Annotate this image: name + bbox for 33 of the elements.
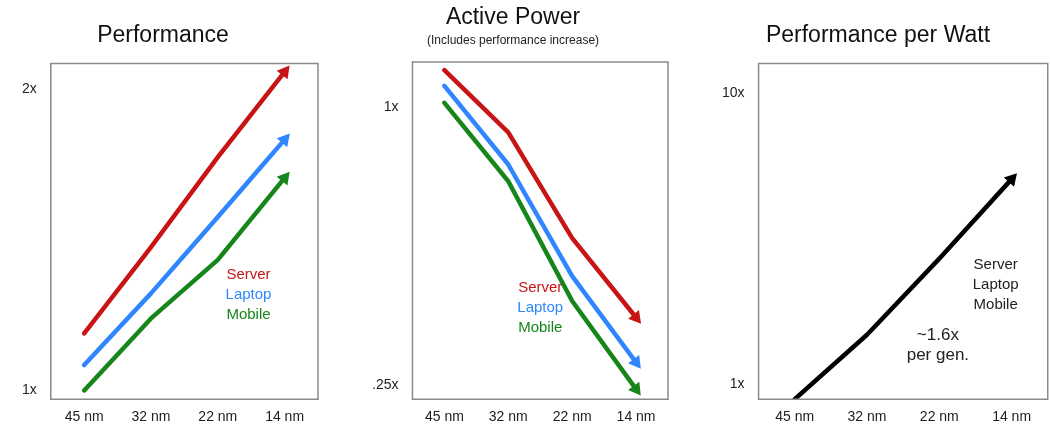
x-tick-label: 32 nm	[847, 408, 887, 425]
chart-subtitle: (Includes performance increase)	[426, 33, 600, 48]
x-tick-label: 22 nm	[919, 408, 959, 425]
x-tick-label: 14 nm	[265, 408, 305, 425]
series-label: Laptop	[517, 298, 564, 316]
text: Mobile	[226, 305, 271, 323]
y-tick-label: 2x	[21, 79, 37, 96]
x-tick-label: 14 nm	[992, 408, 1032, 425]
chart-title: Active Power	[445, 3, 581, 30]
x-tick-label: 45 nm	[424, 408, 464, 425]
x-tick-label: 14 nm	[616, 408, 656, 425]
x-tick-label: 32 nm	[131, 408, 171, 425]
y-tick-label: .25x	[371, 375, 399, 392]
annotation: per gen.	[906, 345, 970, 365]
y-tick-label: 1x	[729, 375, 745, 392]
text: Laptop	[225, 285, 272, 303]
x-tick-label: 22 nm	[552, 408, 592, 425]
y-tick-label: 1x	[383, 97, 399, 114]
chart-title: Performance per Watt	[765, 21, 991, 48]
series-label: Mobile	[518, 318, 563, 336]
y-tick-label: 10x	[721, 83, 745, 100]
chart-title: Performance	[97, 21, 229, 48]
y-tick-label: 1x	[21, 381, 37, 398]
x-tick-label: 45 nm	[64, 408, 104, 425]
annotation: ~1.6x	[916, 325, 960, 345]
text: Server	[518, 278, 563, 296]
annotation: Mobile	[973, 295, 1018, 313]
annotation: Server	[973, 255, 1018, 273]
x-tick-label: 22 nm	[198, 408, 238, 425]
text: Server	[226, 265, 271, 283]
annotation: Laptop	[972, 275, 1019, 293]
x-tick-label: 45 nm	[775, 408, 815, 425]
x-tick-label: 32 nm	[488, 408, 528, 425]
